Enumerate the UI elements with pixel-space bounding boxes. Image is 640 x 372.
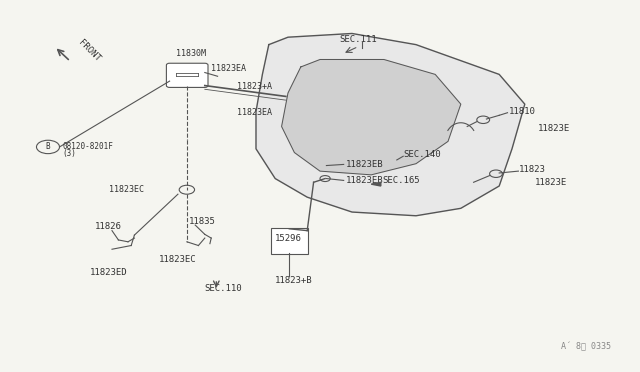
Polygon shape [256,33,525,216]
Text: 08120-8201F: 08120-8201F [63,142,113,151]
FancyBboxPatch shape [166,63,208,87]
FancyBboxPatch shape [271,228,308,254]
Text: SEC.110: SEC.110 [205,284,243,293]
Text: 11823EA: 11823EA [211,64,246,73]
Polygon shape [282,60,461,175]
Text: (3): (3) [63,149,77,158]
Text: 11835: 11835 [189,217,216,226]
Text: 11830M: 11830M [176,49,206,58]
Text: 15296: 15296 [275,234,302,243]
Text: 11823EB: 11823EB [346,160,383,169]
Polygon shape [371,182,381,186]
Text: 11823EB: 11823EB [346,176,383,185]
Text: FRONT: FRONT [77,38,102,63]
Text: 11826: 11826 [95,222,122,231]
Text: 11823E: 11823E [538,124,570,133]
Text: SEC.111: SEC.111 [339,35,377,44]
Text: SEC.165: SEC.165 [383,176,420,185]
Text: 11810: 11810 [509,107,536,116]
Text: 11823: 11823 [518,165,545,174]
Text: SEC.140: SEC.140 [403,150,441,159]
Text: 11823+A: 11823+A [237,82,272,91]
Text: 11823ED: 11823ED [90,268,127,277]
Text: 11823EC: 11823EC [159,255,196,264]
Text: 11823EA: 11823EA [237,108,272,117]
Text: A´ 8‸ 0335: A´ 8‸ 0335 [561,342,611,352]
Text: B: B [45,142,51,151]
Text: 11823+B: 11823+B [275,276,313,285]
Text: 11823E: 11823E [534,178,566,187]
Text: 11823EC: 11823EC [109,185,144,194]
